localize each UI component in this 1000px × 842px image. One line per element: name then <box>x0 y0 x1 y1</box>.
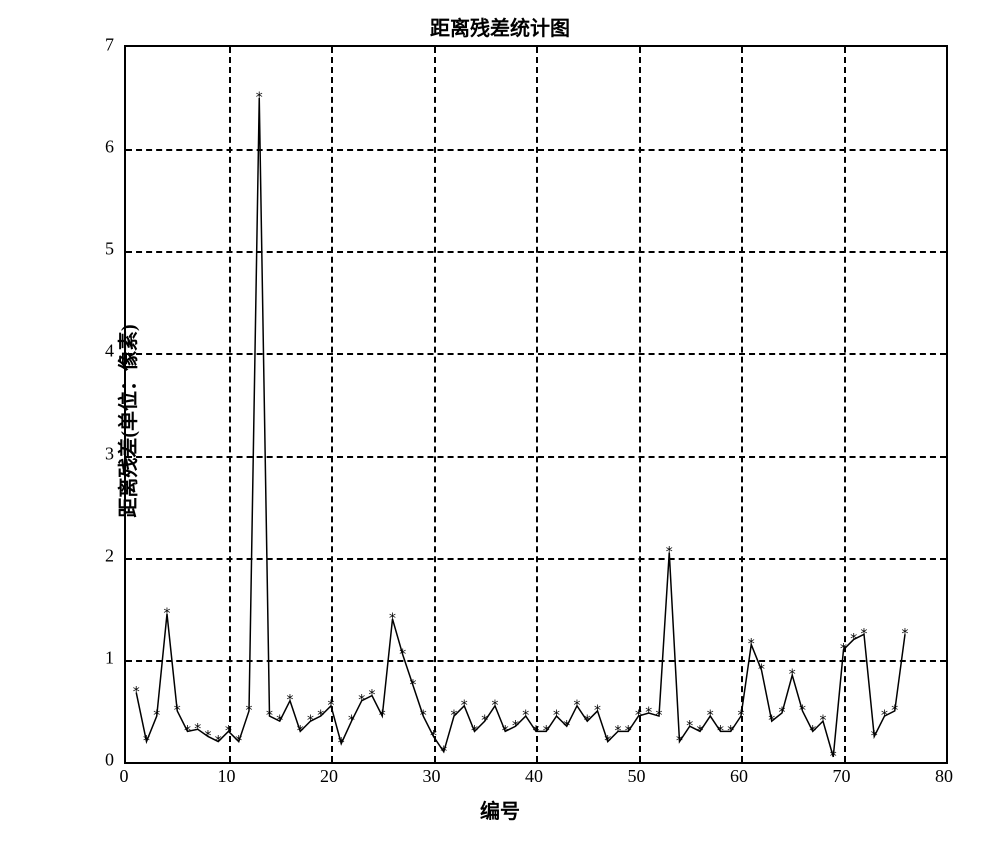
data-marker: * <box>788 667 796 683</box>
data-marker: * <box>829 749 837 765</box>
data-marker: * <box>409 677 417 693</box>
x-tick-label: 10 <box>218 766 236 787</box>
chart-container: 距离残差统计图 ********************************… <box>0 0 1000 842</box>
data-marker: * <box>778 705 786 721</box>
data-marker: * <box>604 734 612 750</box>
y-axis-title: 距离残差(单位：像素) <box>112 324 141 517</box>
data-marker: * <box>768 713 776 729</box>
data-marker: * <box>194 721 202 737</box>
y-tick-label: 7 <box>105 35 114 56</box>
data-marker: * <box>686 718 694 734</box>
data-marker: * <box>880 708 888 724</box>
data-marker: * <box>481 713 489 729</box>
data-marker: * <box>460 698 468 714</box>
data-marker: * <box>675 734 683 750</box>
y-tick-label: 2 <box>105 545 114 566</box>
data-marker: * <box>388 611 396 627</box>
data-marker: * <box>440 744 448 760</box>
data-marker: * <box>809 723 817 739</box>
data-marker: * <box>542 723 550 739</box>
y-tick-label: 1 <box>105 647 114 668</box>
grid-line-v <box>741 47 743 762</box>
data-marker: * <box>368 688 376 704</box>
data-marker: * <box>716 723 724 739</box>
data-marker: * <box>727 723 735 739</box>
data-marker: * <box>153 708 161 724</box>
data-marker: * <box>624 723 632 739</box>
data-marker: * <box>819 713 827 729</box>
data-marker: * <box>163 606 171 622</box>
data-marker: * <box>798 703 806 719</box>
data-marker: * <box>419 708 427 724</box>
x-tick-label: 80 <box>935 766 953 787</box>
data-marker: * <box>850 631 858 647</box>
grid-line-v <box>229 47 231 762</box>
y-tick-label: 3 <box>105 443 114 464</box>
data-marker: * <box>522 708 530 724</box>
data-marker: * <box>183 723 191 739</box>
data-marker: * <box>204 728 212 744</box>
data-marker: * <box>563 718 571 734</box>
x-tick-label: 30 <box>423 766 441 787</box>
data-marker: * <box>132 685 140 701</box>
data-marker: * <box>214 734 222 750</box>
data-line <box>136 98 905 757</box>
data-marker: * <box>358 693 366 709</box>
data-marker: * <box>276 713 284 729</box>
data-marker: * <box>860 626 868 642</box>
x-tick-label: 70 <box>833 766 851 787</box>
data-marker: * <box>337 736 345 752</box>
x-axis-title: 编号 <box>0 795 1000 824</box>
data-marker: * <box>645 705 653 721</box>
x-tick-label: 40 <box>525 766 543 787</box>
data-marker: * <box>286 693 294 709</box>
y-tick-label: 4 <box>105 341 114 362</box>
grid-line-v <box>639 47 641 762</box>
plot-area: ****************************************… <box>124 45 948 764</box>
data-marker: * <box>378 708 386 724</box>
data-marker: * <box>891 703 899 719</box>
data-marker: * <box>235 734 243 750</box>
data-marker: * <box>501 723 509 739</box>
data-marker: * <box>265 708 273 724</box>
data-marker: * <box>655 708 663 724</box>
data-marker: * <box>614 723 622 739</box>
grid-line-v <box>844 47 846 762</box>
x-tick-label: 0 <box>120 766 129 787</box>
data-marker: * <box>706 708 714 724</box>
data-marker: * <box>491 698 499 714</box>
data-marker: * <box>317 708 325 724</box>
data-marker: * <box>173 703 181 719</box>
data-marker: * <box>870 728 878 744</box>
data-marker: * <box>347 713 355 729</box>
data-marker: * <box>573 698 581 714</box>
grid-line-v <box>536 47 538 762</box>
y-tick-label: 0 <box>105 750 114 771</box>
data-marker: * <box>142 734 150 750</box>
data-marker: * <box>511 718 519 734</box>
data-marker: * <box>296 723 304 739</box>
data-marker: * <box>245 703 253 719</box>
grid-line-v <box>434 47 436 762</box>
chart-title: 距离残差统计图 <box>0 12 1000 41</box>
data-marker: * <box>470 723 478 739</box>
grid-line-v <box>331 47 333 762</box>
data-marker: * <box>593 703 601 719</box>
x-tick-label: 20 <box>320 766 338 787</box>
x-tick-label: 50 <box>628 766 646 787</box>
y-tick-label: 6 <box>105 137 114 158</box>
data-marker: * <box>552 708 560 724</box>
data-marker: * <box>583 713 591 729</box>
data-marker: * <box>450 708 458 724</box>
data-marker: * <box>757 662 765 678</box>
data-marker: * <box>696 723 704 739</box>
data-marker: * <box>747 637 755 653</box>
y-tick-label: 5 <box>105 239 114 260</box>
data-marker: * <box>901 626 909 642</box>
data-marker: * <box>255 90 263 106</box>
data-marker: * <box>306 713 314 729</box>
x-tick-label: 60 <box>730 766 748 787</box>
